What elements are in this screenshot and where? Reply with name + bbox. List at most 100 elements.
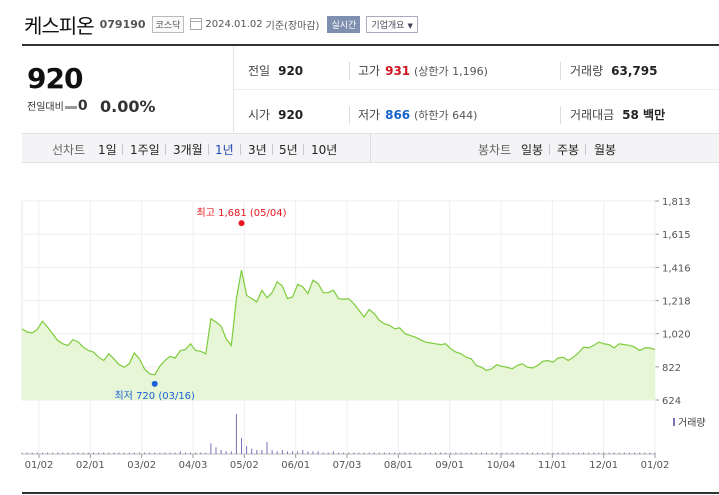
change-row: 전일대비 0: [27, 98, 88, 114]
volume-bar: [593, 452, 595, 454]
volume-bar: [460, 452, 462, 454]
tab-separator: [549, 144, 550, 155]
volume-bar: [567, 452, 569, 454]
volume-bar: [338, 452, 339, 454]
low-annotation: 최저 720 (03/16): [114, 390, 195, 402]
realtime-button[interactable]: 실시간: [327, 15, 361, 33]
tab-1d[interactable]: 1일: [98, 143, 117, 157]
company-info-dropdown[interactable]: 기업개요 ▼: [366, 15, 418, 33]
high-label: 고가: [358, 64, 381, 78]
stock-name: 케스피온: [24, 13, 95, 38]
open-price: 시가 920: [248, 106, 303, 123]
tab-weekly[interactable]: 주봉: [557, 143, 580, 157]
y-tick-label: 1,615: [662, 230, 691, 241]
volume-bar: [210, 443, 212, 454]
tab-3y[interactable]: 3년: [248, 143, 267, 157]
volume-bar: [31, 452, 33, 454]
volume-bar: [639, 452, 641, 454]
volume-bar: [225, 451, 227, 454]
volume-bar: [363, 452, 365, 454]
volume-bar: [475, 452, 477, 454]
volume-bar: [628, 452, 630, 454]
volume-bar: [516, 452, 518, 454]
tab-1w[interactable]: 1주일: [130, 143, 160, 157]
volume-bar: [118, 452, 120, 454]
volume-bar: [409, 452, 411, 454]
volume-bar: [256, 450, 258, 454]
volume-bar: [241, 438, 243, 454]
volume-bar: [276, 451, 278, 454]
low-label: 저가: [358, 108, 381, 122]
lower-limit: (하한가 644): [413, 109, 478, 122]
volume-bar: [215, 447, 217, 454]
volume-bar: [588, 452, 590, 454]
tab-10y[interactable]: 10년: [311, 143, 338, 157]
tab-3m[interactable]: 3개월: [173, 143, 203, 157]
volume-bar: [159, 452, 161, 454]
price-line: [21, 269, 656, 376]
flat-change-icon: [64, 105, 77, 109]
volume-bar: [286, 451, 288, 454]
volume-bar: [297, 451, 299, 454]
volume-bar: [378, 452, 380, 454]
volume-bar: [389, 452, 391, 454]
volume-bar: [486, 452, 488, 454]
tab-separator: [208, 144, 209, 155]
volume-bar: [235, 414, 237, 454]
volume-bar: [123, 452, 125, 454]
volume-bar: [562, 452, 564, 454]
y-tick-label: 1,020: [662, 330, 691, 341]
volume-bar: [603, 452, 605, 454]
volume-bar: [649, 452, 651, 454]
volume-bar: [138, 452, 140, 454]
volume-bar: [465, 452, 467, 454]
volume-bar: [343, 452, 345, 454]
volume-bar: [429, 452, 431, 454]
tab-1y[interactable]: 1년: [215, 143, 234, 157]
volume-cell: 거래량 63,795: [570, 62, 657, 79]
volume-bar: [613, 452, 615, 454]
volume-bar: [57, 452, 59, 454]
open-value: 920: [278, 108, 304, 122]
volume-bar: [72, 452, 74, 454]
prev-label: 전일: [248, 64, 271, 78]
volume-bar: [87, 452, 89, 454]
volume-bar: [598, 452, 600, 454]
volume-bar: [424, 452, 426, 454]
volume-bar: [92, 452, 94, 454]
volume-bar: [62, 452, 64, 454]
volume-bar: [103, 452, 105, 454]
quote-basis: 기준(장마감): [265, 20, 320, 32]
volume-bar: [21, 452, 23, 454]
volume-label: 거래량: [570, 64, 604, 78]
open-label: 시가: [248, 108, 271, 122]
tab-separator: [165, 144, 166, 155]
volume-value: 63,795: [611, 64, 658, 78]
volume-bar: [230, 451, 232, 454]
x-tick-label: 05/02: [230, 460, 259, 471]
prev-value: 920: [278, 64, 304, 78]
price-chart[interactable]: 1,813 1,615 1,416 1,218 1,020 822 624 01/02 02/0…: [0, 180, 719, 480]
volume-bar: [552, 452, 554, 454]
divider: [560, 62, 561, 80]
upper-limit: (상한가 1,196): [413, 65, 488, 78]
volume-bar: [174, 452, 176, 454]
low-marker: [151, 380, 158, 387]
volume-bar: [368, 452, 370, 454]
tab-daily[interactable]: 일봉: [521, 143, 544, 157]
volume-bar: [348, 452, 350, 454]
volume-bar: [414, 452, 416, 454]
x-tick-label: 12/01: [589, 460, 618, 471]
tab-5y[interactable]: 5년: [279, 143, 298, 157]
volume-bar: [501, 452, 503, 454]
tab-monthly[interactable]: 월봉: [594, 143, 617, 157]
volume-bar: [480, 452, 482, 454]
amount-value: 58 백만: [622, 108, 666, 122]
volume-bar: [547, 452, 549, 454]
volume-bar: [184, 452, 186, 454]
volume-bar: [26, 452, 28, 454]
stock-header: 케스피온 079190 코스닥 2024.01.02 기준(장마감) 실시간 기…: [24, 12, 418, 38]
volume-bar: [608, 452, 610, 454]
x-tick-label: 01/02: [25, 460, 54, 471]
volume-bar: [307, 451, 309, 454]
